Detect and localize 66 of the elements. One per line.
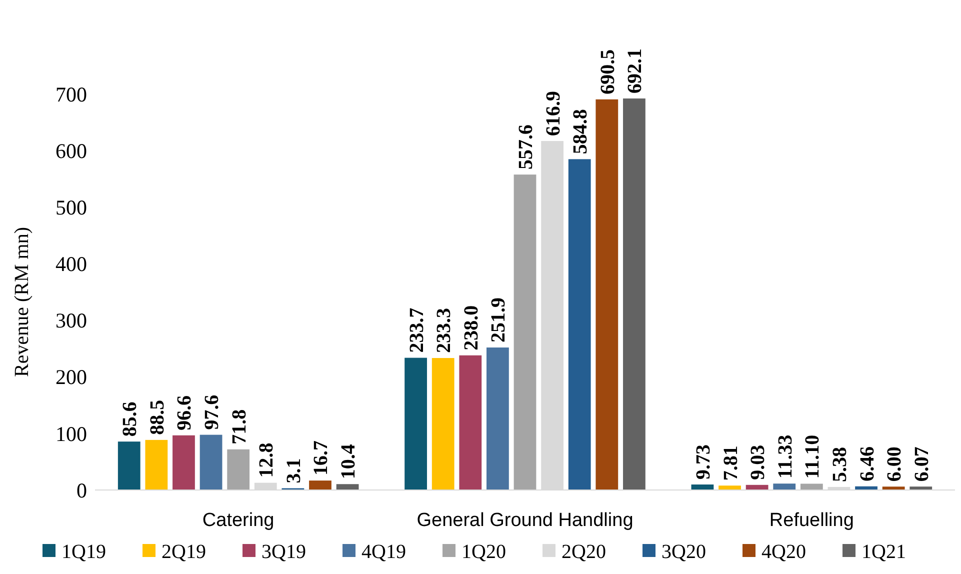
data-label: 9.73 bbox=[692, 444, 714, 480]
data-label: 12.8 bbox=[256, 442, 278, 478]
y-tick-label: 0 bbox=[76, 478, 87, 502]
data-label: 690.5 bbox=[596, 49, 619, 94]
data-label: 6.46 bbox=[856, 446, 878, 482]
y-tick-label: 200 bbox=[56, 365, 87, 390]
bar bbox=[172, 435, 195, 490]
legend-label: 1Q19 bbox=[62, 541, 106, 563]
bar bbox=[568, 159, 591, 490]
bar bbox=[459, 355, 482, 490]
data-label: 584.8 bbox=[570, 109, 592, 154]
bar bbox=[118, 442, 140, 490]
bar bbox=[309, 480, 332, 490]
data-label: 251.9 bbox=[488, 297, 510, 342]
bar bbox=[596, 99, 618, 490]
data-label: 233.7 bbox=[406, 308, 428, 353]
data-label: 16.7 bbox=[310, 440, 332, 476]
bar bbox=[200, 434, 222, 490]
data-label: 7.81 bbox=[720, 446, 742, 481]
y-tick-label: 700 bbox=[56, 82, 87, 106]
bar bbox=[773, 484, 796, 490]
y-tick-label: 100 bbox=[56, 422, 87, 446]
y-tick-label: 300 bbox=[56, 308, 87, 333]
data-label: 616.9 bbox=[542, 91, 564, 136]
data-label: 11.10 bbox=[802, 434, 824, 479]
y-tick-label: 500 bbox=[56, 195, 87, 220]
bar bbox=[145, 440, 168, 490]
data-label: 10.4 bbox=[338, 444, 360, 480]
bar bbox=[623, 98, 646, 490]
data-label: 233.3 bbox=[433, 308, 456, 354]
data-label: 5.38 bbox=[828, 446, 851, 482]
data-label: 6.00 bbox=[884, 446, 906, 482]
data-label: 97.6 bbox=[201, 394, 224, 430]
legend-label: 1Q20 bbox=[462, 541, 506, 563]
data-label: 9.03 bbox=[747, 444, 770, 480]
x-tick-label: General Ground Handling bbox=[416, 510, 634, 531]
legend-label: 2Q19 bbox=[162, 541, 206, 563]
x-tick-label: Refuelling bbox=[769, 510, 854, 531]
bar bbox=[800, 484, 823, 490]
bar bbox=[718, 486, 741, 490]
data-label: 88.5 bbox=[146, 400, 168, 435]
data-label: 11.33 bbox=[774, 434, 796, 479]
data-label: 71.8 bbox=[228, 409, 250, 444]
data-label: 6.07 bbox=[910, 446, 933, 482]
bar bbox=[336, 484, 359, 490]
data-label: 3.1 bbox=[282, 458, 305, 484]
data-label: 692.1 bbox=[624, 48, 646, 94]
legend-label: 1Q21 bbox=[862, 541, 906, 563]
legend-label: 4Q19 bbox=[362, 541, 406, 563]
legend-label: 3Q19 bbox=[262, 541, 306, 563]
bar bbox=[486, 347, 509, 490]
data-label: 85.6 bbox=[119, 402, 142, 437]
data-label: 96.6 bbox=[174, 395, 196, 430]
bar bbox=[404, 358, 427, 490]
legend-label: 2Q20 bbox=[562, 541, 606, 563]
x-tick-label: Catering bbox=[202, 510, 274, 531]
bar bbox=[514, 174, 536, 490]
y-tick-label: 600 bbox=[56, 138, 87, 163]
y-tick-label: 400 bbox=[56, 252, 87, 276]
legend-label: 3Q20 bbox=[662, 541, 706, 563]
legend-label: 4Q20 bbox=[762, 541, 806, 563]
y-axis-title: Revenue (RM mn) bbox=[11, 227, 33, 377]
data-label: 238.0 bbox=[460, 305, 482, 350]
bar bbox=[432, 358, 454, 490]
bar bbox=[227, 449, 250, 490]
data-label: 557.6 bbox=[515, 124, 537, 170]
